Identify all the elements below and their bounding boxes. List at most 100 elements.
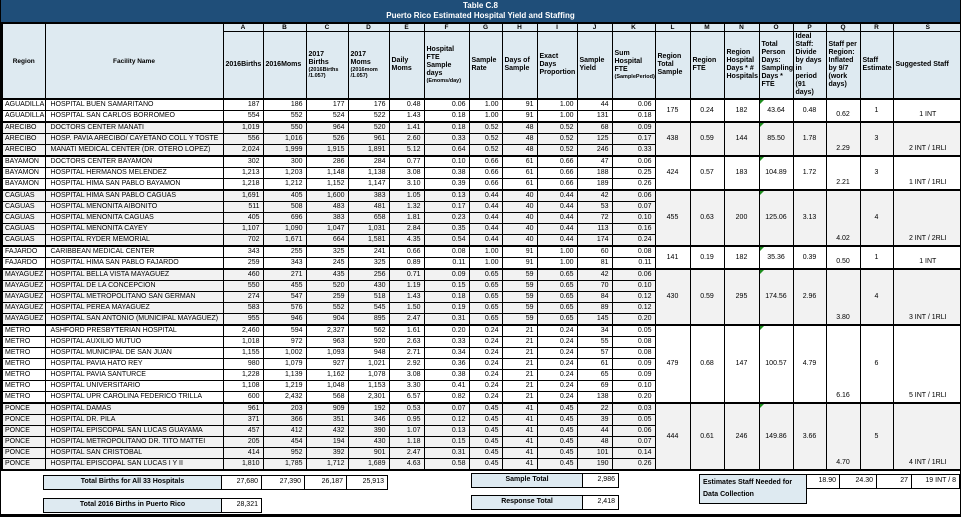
cell-F: 0.15 [423, 280, 470, 292]
table-row: AGUADILLA HOSPITAL SAN CARLOS BORROMEO 554… [1, 110, 960, 123]
table-row: MAYAGUEZ HOSPITAL SAN ANTONIO (MUNICIPAL … [1, 313, 960, 326]
sum-P: 3.13 [792, 189, 827, 247]
region-cell: CAGUAS [1, 201, 46, 213]
cell-J: 65 [576, 369, 613, 381]
cell-E: 4.63 [388, 458, 425, 471]
cell-G: 0.24 [468, 358, 503, 370]
cell-C: 664 [305, 234, 349, 247]
cell-F: 0.12 [423, 414, 470, 426]
cell-F: 0.20 [423, 324, 470, 337]
facility-cell: HOSPITAL MENONITA CAGUAS [44, 212, 224, 224]
cell-E: 0.95 [388, 414, 425, 426]
cell-D: 522 [347, 110, 390, 123]
cell-G: 0.24 [468, 324, 503, 337]
cell-I: 0.24 [536, 391, 578, 404]
sum-Q: 2.29 [825, 121, 861, 157]
cell-D: 545 [347, 302, 390, 314]
col-letter-M: M [689, 22, 725, 32]
cell-H: 40 [501, 212, 538, 224]
cell-H: 21 [501, 347, 538, 359]
region-cell: BAYAMON [1, 155, 46, 168]
cell-G: 0.65 [468, 280, 503, 292]
sum-L: 175 [654, 98, 691, 123]
cell-H: 21 [501, 391, 538, 404]
cell-C: 568 [305, 391, 349, 404]
cell-E: 0.66 [388, 245, 425, 258]
cell-D: 383 [347, 189, 390, 202]
cell-B: 271 [262, 268, 307, 281]
cell-I: 0.65 [536, 313, 578, 326]
cell-I: 0.44 [536, 223, 578, 235]
cell-A: 460 [222, 268, 264, 281]
sum-P: 0.48 [792, 98, 827, 123]
header-subnote: (Emoms/day) [426, 78, 462, 84]
facility-cell: HOSPITAL METROPOLITANO SAN GERMAN [44, 291, 224, 303]
sum-Q: 4.70 [825, 402, 861, 471]
title-bar: Table C.8 Puerto Rico Estimated Hospital… [1, 0, 960, 22]
cell-G: 0.44 [468, 223, 503, 235]
cell-D: 1,147 [347, 178, 390, 191]
facility-cell: HOSPITAL DR. PILA [44, 414, 224, 426]
cell-B: 405 [262, 189, 307, 202]
region-cell: METRO [1, 369, 46, 381]
cell-C: 435 [305, 268, 349, 281]
col-letter-C: C [305, 22, 349, 32]
cell-D: 1,891 [347, 144, 390, 157]
cell-F: 0.34 [423, 347, 470, 359]
sum-O: 43.64 [758, 98, 794, 123]
cell-E: 1.41 [388, 121, 425, 134]
cell-D: 256 [347, 268, 390, 281]
cell-K: 0.05 [611, 324, 656, 337]
cell-F: 0.10 [423, 155, 470, 168]
cell-C: 194 [305, 436, 349, 448]
cell-D: 346 [347, 414, 390, 426]
cell-D: 241 [347, 245, 390, 258]
cell-F: 0.06 [423, 98, 470, 111]
col-letter-E: E [388, 22, 425, 32]
cell-J: 125 [576, 133, 613, 145]
cell-J: 34 [576, 324, 613, 337]
sum-P: 1.78 [792, 121, 827, 157]
cell-G: 0.52 [468, 121, 503, 134]
cell-D: 961 [347, 133, 390, 145]
cell-K: 0.06 [611, 189, 656, 202]
cell-A: 556 [222, 133, 264, 145]
cell-F: 0.39 [423, 178, 470, 191]
region-cell: PONCE [1, 425, 46, 437]
table-row: ARECIBO DOCTORS CENTER MANATI 1,019 550 964 5… [1, 121, 960, 157]
table-row: MAYAGUEZ HOSPITAL PEREA MAYAGUEZ 583 576 552… [1, 302, 960, 314]
cell-I: 0.65 [536, 291, 578, 303]
cell-H: 59 [501, 313, 538, 326]
cell-E: 2.63 [388, 336, 425, 348]
header-col-P: Ideal Staff: Divide by days in period (9… [792, 31, 827, 100]
cell-B: 594 [262, 324, 307, 337]
cell-F: 0.58 [423, 458, 470, 471]
cell-C: 1,047 [305, 223, 349, 235]
cell-K: 0.08 [611, 347, 656, 359]
cell-K: 0.03 [611, 402, 656, 415]
cell-J: 174 [576, 234, 613, 247]
cell-I: 0.44 [536, 234, 578, 247]
cell-B: 366 [262, 414, 307, 426]
facility-cell: HOSPITAL PAVIA SANTURCE [44, 369, 224, 381]
header-col-R: Staff Estimate [859, 31, 894, 100]
cell-A: 2,460 [222, 324, 264, 337]
cell-C: 1,093 [305, 347, 349, 359]
table-row: CAGUAS HOSPITAL RYDER MEMORIAL 702 1,671 664… [1, 234, 960, 247]
facility-cell: HOSPITAL SAN CARLOS BORROMEO [44, 110, 224, 123]
cell-H: 61 [501, 178, 538, 191]
cell-K: 0.11 [611, 257, 656, 270]
table-row: MAYAGUEZ HOSPITAL METROPOLITANO SAN GERMA… [1, 291, 960, 303]
cell-B: 946 [262, 313, 307, 326]
cell-J: 138 [576, 391, 613, 404]
cell-D: 1,138 [347, 167, 390, 179]
region-cell: ARECIBO [1, 133, 46, 145]
sum-P: 2.96 [792, 268, 827, 326]
cell-E: 2.47 [388, 313, 425, 326]
cell-K: 0.08 [611, 336, 656, 348]
cell-D: 1,021 [347, 358, 390, 370]
facility-cell: HOSPITAL HERMANOS MELENDEZ [44, 167, 224, 179]
cell-F: 0.31 [423, 447, 470, 459]
cell-A: 343 [222, 245, 264, 258]
cell-E: 1.19 [388, 280, 425, 292]
